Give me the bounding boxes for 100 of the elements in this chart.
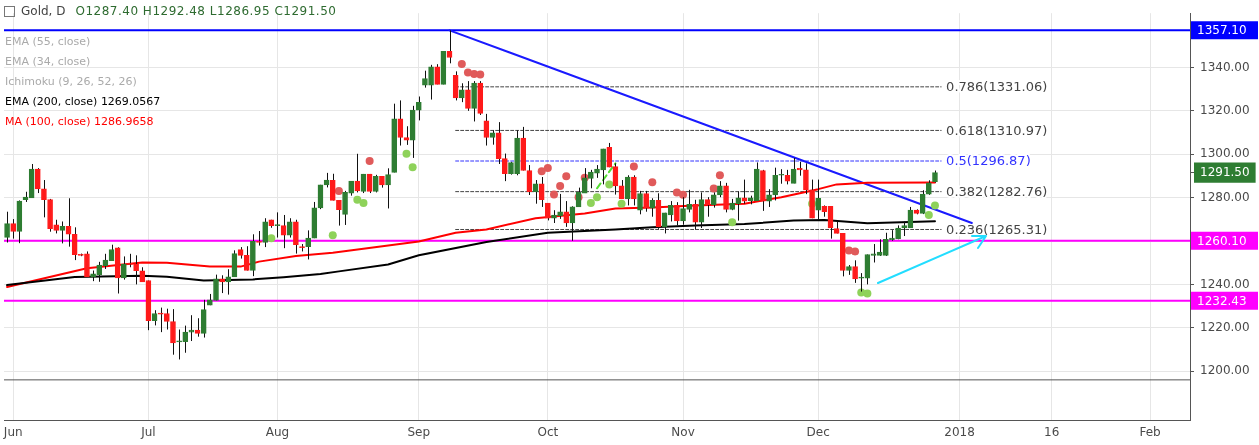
point — [562, 172, 571, 181]
series-label: 0.618(1310.97) — [946, 122, 1048, 138]
y-tick-label: 1220.00 — [1200, 319, 1250, 334]
annotation: EMA (55, close) — [5, 34, 92, 50]
candlestick — [213, 274, 219, 301]
series-label: 0.5(1296.87) — [946, 153, 1031, 169]
point — [863, 289, 872, 298]
candlestick — [624, 174, 631, 206]
point — [648, 178, 657, 187]
x-tick-label: Nov — [671, 425, 695, 440]
ref-line-label: 1357.10 — [1197, 23, 1247, 38]
x-tick-label: Jun — [2, 425, 23, 440]
candlestick — [164, 308, 170, 331]
chart-title: Gold, D — [21, 4, 66, 18]
candlestick — [588, 169, 594, 189]
x-tick-label: 2018 — [944, 425, 975, 440]
point — [672, 188, 681, 197]
point — [408, 163, 417, 172]
candlestick — [557, 193, 563, 220]
candlestick — [336, 199, 342, 227]
point — [353, 195, 362, 204]
candlestick — [637, 190, 643, 215]
candlestick — [649, 197, 656, 218]
candlestick — [428, 64, 434, 101]
point — [679, 190, 688, 199]
candlestick — [225, 268, 232, 296]
point — [709, 184, 718, 193]
point — [359, 199, 368, 208]
point — [537, 167, 546, 176]
x-tick-label: Oct — [537, 425, 559, 440]
candlestick — [772, 167, 779, 201]
annotation: Ichimoku (9, 26, 52, 26) — [5, 74, 138, 90]
candlestick — [415, 96, 422, 121]
text: EMA (200, close) 1269.0567 — [5, 95, 161, 108]
candlestick — [41, 179, 47, 218]
candlestick — [606, 142, 613, 168]
candlestick — [4, 211, 10, 244]
point — [267, 234, 276, 243]
ref-line-label: 1232.43 — [1197, 293, 1247, 308]
candlestick — [643, 190, 649, 213]
annotation: EMA (34, close) — [5, 54, 92, 70]
candlestick — [852, 259, 858, 284]
candlestick — [674, 201, 680, 226]
point — [930, 201, 939, 210]
y-tick-label: 1200.00 — [1200, 363, 1250, 378]
candlestick — [465, 80, 471, 112]
y-tick-label: 1340.00 — [1200, 59, 1250, 74]
candlestick — [170, 308, 176, 356]
chart-subtitle: O1287.40 H1292.48 L1286.95 C1291.50 — [75, 4, 337, 18]
candlestick — [342, 190, 348, 226]
candlestick — [538, 176, 545, 208]
candlestick — [10, 218, 17, 240]
candlestick — [34, 167, 41, 194]
candlestick — [262, 217, 268, 248]
candlestick — [723, 182, 729, 213]
point — [593, 193, 601, 202]
x-tick-label: Jul — [140, 425, 156, 440]
candlestick — [803, 162, 809, 195]
point — [476, 70, 485, 79]
series-label: 0.382(1282.76) — [946, 184, 1048, 199]
candlestick — [305, 229, 312, 260]
candlestick — [200, 299, 207, 339]
x-tick-label: Dec — [806, 425, 830, 440]
x-tick-label: 16 — [1044, 425, 1060, 440]
candlestick — [121, 255, 127, 281]
candlestick — [631, 174, 637, 206]
candlestick — [182, 325, 189, 354]
candlestick — [286, 217, 293, 239]
series-label: 0.786(1331.06) — [946, 79, 1048, 95]
x-tick-label: Aug — [265, 425, 290, 440]
y-tick-label: 1280.00 — [1200, 189, 1250, 204]
x-tick-label: Sep — [407, 425, 431, 440]
y-tick-label: 1291.50 — [1200, 164, 1250, 179]
y-tick-label: 1300.00 — [1200, 146, 1250, 161]
candlestick — [501, 153, 508, 182]
candlestick — [385, 167, 391, 209]
point — [586, 199, 595, 208]
candlestick — [176, 329, 182, 360]
point — [334, 186, 343, 195]
candlestick — [815, 179, 822, 220]
point — [629, 162, 638, 171]
candlestick — [600, 148, 606, 185]
candlestick — [686, 189, 693, 213]
ref-line-label: 1260.10 — [1197, 233, 1247, 248]
point — [617, 199, 626, 208]
x-tick-label: Feb — [1139, 425, 1161, 440]
point — [549, 190, 558, 199]
point — [728, 218, 737, 227]
series-label: 0.236(1265.31) — [946, 221, 1048, 237]
candlestick — [133, 254, 139, 285]
candlestick — [692, 199, 699, 231]
text: MA (100, close) 1286.9658 — [5, 115, 154, 128]
candlestick — [293, 219, 299, 255]
point — [328, 231, 337, 240]
candlestick — [84, 250, 90, 278]
y-tick-label: 1240.00 — [1200, 276, 1250, 291]
point — [715, 171, 724, 180]
y-tick-label: 1320.00 — [1200, 102, 1250, 117]
point — [365, 156, 374, 165]
point — [543, 164, 552, 173]
